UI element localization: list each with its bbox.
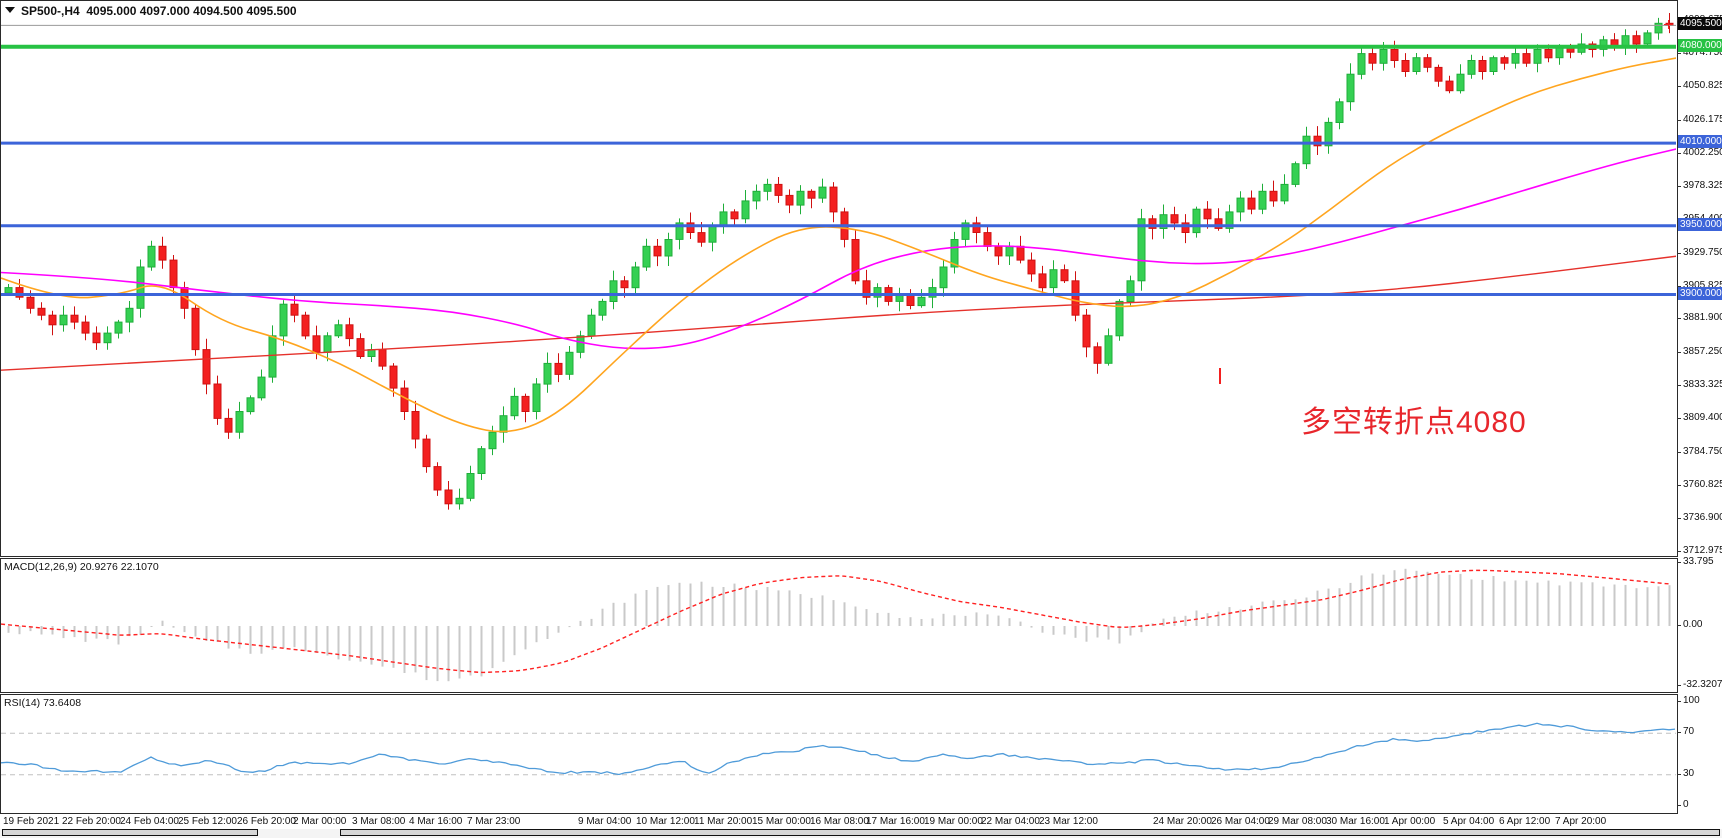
price-tick-dash bbox=[1677, 119, 1681, 121]
time-axis-label: 11 Mar 20:00 bbox=[694, 816, 753, 827]
price-tick-label: 3881.900 bbox=[1683, 312, 1722, 324]
price-tick-dash bbox=[1677, 551, 1681, 552]
chart-header: SP500-,H4 4095.000 4097.000 4094.500 409… bbox=[5, 4, 297, 18]
time-axis-label: 4 Mar 16:00 bbox=[409, 816, 463, 827]
price-tick-label: 4002.250 bbox=[1683, 146, 1722, 158]
rsi-indicator-label: RSI(14) 73.6408 bbox=[4, 697, 82, 709]
rsi-tick-label: 0 bbox=[1683, 799, 1689, 810]
time-axis-label: 10 Mar 12:00 bbox=[636, 816, 695, 827]
price-tick-label: 3833.325 bbox=[1683, 379, 1722, 391]
price-tick-label: 3905.825 bbox=[1683, 279, 1722, 291]
rsi-tick-label: 100 bbox=[1683, 695, 1700, 706]
price-tick-label: 3712.975 bbox=[1683, 545, 1722, 556]
horizontal-scrollbar[interactable] bbox=[0, 829, 1722, 838]
time-axis-label: 19 Feb 2021 bbox=[3, 816, 60, 827]
price-tick-label: 3760.825 bbox=[1683, 479, 1722, 491]
price-chart-panel[interactable] bbox=[0, 0, 1678, 557]
price-tick-label: 4050.825 bbox=[1683, 79, 1722, 91]
macd-tick-dash bbox=[1677, 685, 1681, 687]
price-tag: 3900.000 bbox=[1678, 286, 1722, 300]
time-axis-label: 9 Mar 04:00 bbox=[578, 816, 632, 827]
ohlc-values: 4095.000 4097.000 4094.500 4095.500 bbox=[86, 4, 297, 18]
annotation-text: 多空转折点4080 bbox=[1301, 406, 1527, 439]
price-tick-label: 3978.325 bbox=[1683, 179, 1722, 191]
h-scrollbar-thumb[interactable] bbox=[2, 829, 258, 836]
time-axis-label: 6 Apr 12:00 bbox=[1499, 816, 1551, 827]
macd-indicator-label: MACD(12,26,9) 20.9276 22.1070 bbox=[4, 561, 159, 573]
price-cross-marker bbox=[1664, 20, 1673, 29]
rsi-chart-canvas[interactable] bbox=[1, 695, 1676, 813]
price-tick-dash bbox=[1677, 252, 1681, 254]
time-axis-label: 24 Mar 20:00 bbox=[1153, 816, 1212, 827]
price-tick-dash bbox=[1677, 452, 1681, 454]
time-axis-label: 30 Mar 16:00 bbox=[1326, 816, 1385, 827]
price-tick-label: 4074.750 bbox=[1683, 46, 1722, 58]
time-axis-label: 29 Mar 08:00 bbox=[1268, 816, 1327, 827]
rsi-tick-label: 30 bbox=[1683, 767, 1695, 779]
price-tick-label: 4026.175 bbox=[1683, 113, 1722, 125]
macd-indicator-panel[interactable] bbox=[0, 558, 1678, 693]
price-tag: 4095.500 bbox=[1678, 17, 1722, 31]
price-tick-dash bbox=[1677, 185, 1681, 187]
price-tick-dash bbox=[1677, 352, 1681, 354]
time-axis-label: 26 Mar 04:00 bbox=[1211, 816, 1270, 827]
rsi-tick-dash bbox=[1677, 805, 1681, 806]
rsi-indicator-panel[interactable] bbox=[0, 694, 1678, 814]
symbol-period-label: SP500-,H4 bbox=[21, 4, 80, 18]
rsi-tick-dash bbox=[1677, 701, 1681, 702]
time-axis-label: 7 Mar 23:00 bbox=[467, 816, 521, 827]
time-axis-label: 15 Mar 00:00 bbox=[752, 816, 811, 827]
macd-tick-label: 33.795 bbox=[1683, 556, 1714, 567]
price-tick-label: 3736.900 bbox=[1683, 512, 1722, 524]
macd-tick-label: 0.00 bbox=[1683, 619, 1703, 630]
price-tick-dash bbox=[1677, 418, 1681, 420]
h-scrollbar-thumb[interactable] bbox=[340, 829, 1720, 836]
macd-tick-dash bbox=[1677, 625, 1681, 626]
red-tick-marker bbox=[1219, 368, 1221, 384]
price-tag: 3950.000 bbox=[1678, 217, 1722, 231]
price-tick-label: 3857.250 bbox=[1683, 346, 1722, 358]
time-axis-label: 5 Apr 04:00 bbox=[1443, 816, 1495, 827]
time-axis-label: 3 Mar 08:00 bbox=[352, 816, 406, 827]
price-tick-label: 3809.400 bbox=[1683, 412, 1722, 424]
time-axis-label: 26 Feb 20:00 bbox=[237, 816, 296, 827]
time-axis-label: 23 Mar 12:00 bbox=[1039, 816, 1098, 827]
time-axis-label: 24 Feb 04:00 bbox=[120, 816, 179, 827]
time-axis-label: 7 Apr 20:00 bbox=[1555, 816, 1607, 827]
time-axis-label: 22 Feb 20:00 bbox=[62, 816, 121, 827]
macd-tick-label: -32.3207 bbox=[1683, 679, 1722, 691]
time-axis-label: 16 Mar 08:00 bbox=[810, 816, 869, 827]
price-tick-dash bbox=[1677, 52, 1681, 54]
price-tick-dash bbox=[1677, 85, 1681, 87]
price-tick-dash bbox=[1677, 152, 1681, 154]
price-tick-dash bbox=[1677, 285, 1681, 287]
price-tick-dash bbox=[1677, 385, 1681, 387]
time-axis-label: 17 Mar 16:00 bbox=[866, 816, 925, 827]
price-tick-label: 3784.750 bbox=[1683, 446, 1722, 458]
time-axis-label: 19 Mar 00:00 bbox=[924, 816, 983, 827]
price-tick-dash bbox=[1677, 318, 1681, 320]
time-axis-label: 22 Mar 04:00 bbox=[981, 816, 1040, 827]
price-tick-dash bbox=[1677, 485, 1681, 487]
price-tick-dash bbox=[1677, 518, 1681, 520]
rsi-tick-label: 70 bbox=[1683, 726, 1695, 738]
macd-tick-dash bbox=[1677, 562, 1681, 563]
price-tag: 4010.000 bbox=[1678, 135, 1722, 149]
price-tag: 4080.000 bbox=[1678, 38, 1722, 52]
collapse-triangle-icon[interactable] bbox=[5, 7, 15, 13]
rsi-tick-dash bbox=[1677, 732, 1681, 734]
rsi-tick-dash bbox=[1677, 773, 1681, 775]
time-axis-label: 25 Feb 12:00 bbox=[178, 816, 237, 827]
macd-chart-canvas[interactable] bbox=[1, 559, 1676, 692]
price-tick-label: 3929.750 bbox=[1683, 246, 1722, 258]
candlestick-chart-canvas[interactable] bbox=[1, 1, 1676, 556]
time-axis-label: 1 Apr 00:00 bbox=[1384, 816, 1436, 827]
time-axis-label: 2 Mar 00:00 bbox=[293, 816, 347, 827]
